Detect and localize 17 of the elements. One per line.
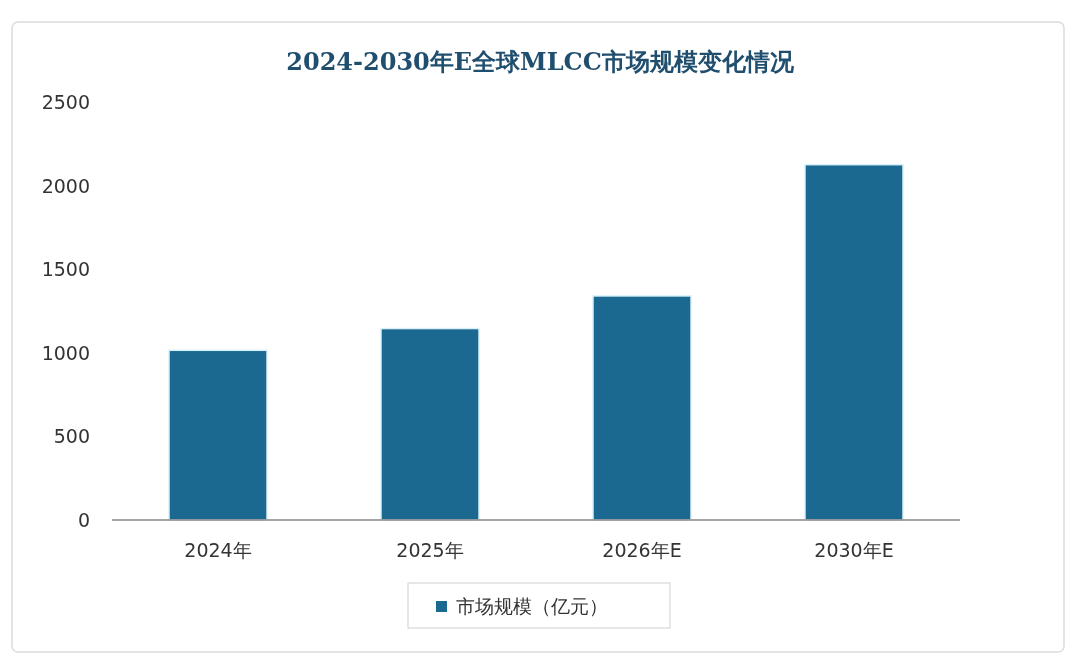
x-tick-label: 2024年 [184,539,252,561]
bar [804,163,904,521]
y-tick-label: 500 [53,425,90,448]
x-tick-label: 2026年E [602,539,682,561]
chart-title: 2024-2030年E全球MLCC市场规模变化情况 [286,47,795,76]
bar [380,327,480,521]
legend: 市场规模（亿元） [407,582,671,629]
bar [592,295,692,521]
y-tick-label: 2500 [41,91,90,113]
x-tick-label: 2030年E [814,539,894,561]
legend-label: 市场规模（亿元） [456,595,608,617]
y-tick-label: 2000 [41,174,90,197]
y-tick-label: 0 [77,509,90,531]
x-tick-label: 2025年 [396,539,464,561]
bar [168,349,268,521]
y-tick-label: 1500 [41,258,90,281]
y-tick-label: 1000 [41,341,90,364]
